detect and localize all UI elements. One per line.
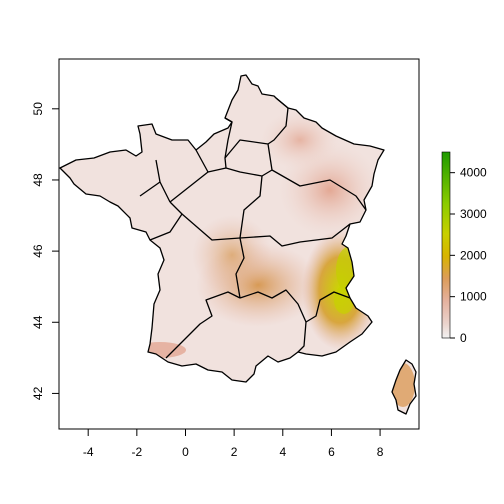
border-pdl-centre bbox=[169, 171, 209, 203]
y-tick-label: 44 bbox=[31, 315, 45, 329]
legend: 0 1000 2000 3000 4000 bbox=[441, 151, 487, 345]
border-ara-paca bbox=[305, 291, 351, 323]
legend-tick-label: 0 bbox=[460, 331, 467, 345]
y-tick-label: 50 bbox=[31, 102, 45, 116]
y-axis: 42 44 46 48 50 bbox=[31, 102, 60, 400]
legend-ticks: 0 1000 2000 3000 4000 bbox=[450, 166, 487, 345]
legend-tick-label: 2000 bbox=[460, 248, 487, 262]
border-ara-occitanie bbox=[239, 289, 307, 323]
corsica-outline bbox=[391, 359, 417, 415]
x-axis: -4 -2 0 2 4 6 8 bbox=[83, 428, 384, 459]
x-tick-label: 4 bbox=[279, 445, 286, 459]
border-centre-bfc bbox=[239, 175, 263, 239]
border-hdf-grandest bbox=[267, 97, 289, 145]
x-tick-label: 0 bbox=[182, 445, 189, 459]
border-bfc-ara bbox=[239, 223, 351, 247]
x-tick-label: 6 bbox=[328, 445, 335, 459]
border-occitanie-paca bbox=[297, 321, 307, 353]
x-tick-label: -2 bbox=[132, 445, 143, 459]
legend-tick-label: 4000 bbox=[460, 166, 487, 180]
border-na-occitanie bbox=[165, 291, 241, 359]
border-grandest-bfc bbox=[271, 169, 367, 211]
legend-tick-label: 1000 bbox=[460, 290, 487, 304]
y-tick-label: 42 bbox=[31, 386, 45, 400]
y-tick-label: 48 bbox=[31, 173, 45, 187]
x-tick-label: 2 bbox=[231, 445, 238, 459]
ardennes-shading bbox=[260, 110, 340, 170]
border-centre-na bbox=[181, 213, 241, 241]
border-brittany-pdl bbox=[139, 181, 161, 197]
x-tick-label: -4 bbox=[83, 445, 94, 459]
border-na-ara bbox=[235, 237, 245, 299]
border-normandy-hdf bbox=[224, 117, 233, 159]
france-outline bbox=[59, 74, 385, 383]
massif-central-west-shading bbox=[192, 215, 272, 295]
border-idf bbox=[224, 139, 273, 177]
pyrenees-shading bbox=[134, 342, 186, 358]
terrain-raster bbox=[60, 75, 416, 414]
border-pdl-na bbox=[149, 201, 183, 241]
legend-tick-label: 3000 bbox=[460, 207, 487, 221]
x-tick-label: 8 bbox=[377, 445, 384, 459]
region-borders bbox=[59, 74, 417, 415]
legend-colorbar bbox=[441, 151, 451, 339]
y-tick-label: 46 bbox=[31, 244, 45, 258]
